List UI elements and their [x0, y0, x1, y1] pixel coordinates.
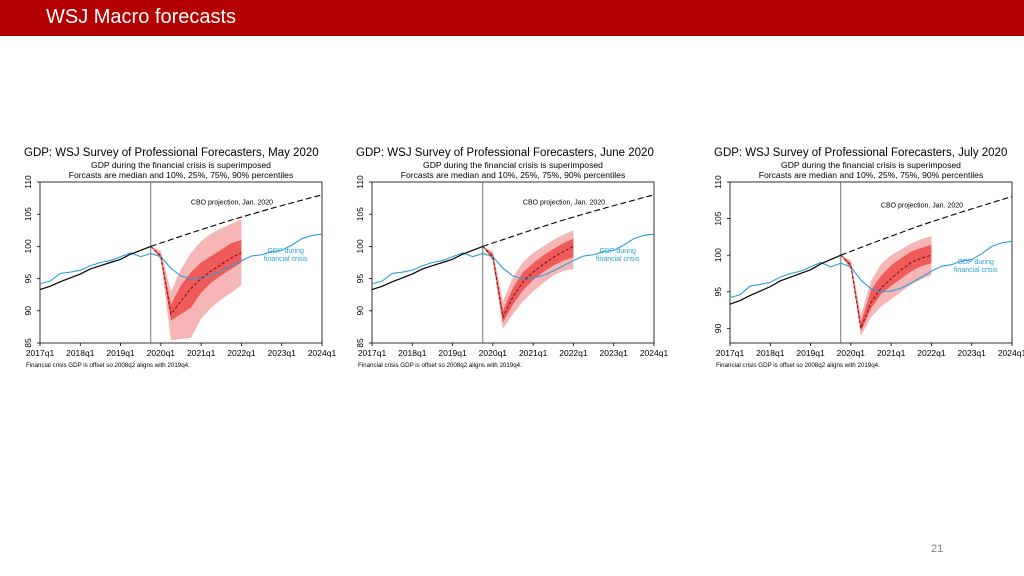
- x-tick-label: 2021q1: [187, 348, 216, 358]
- annotation-cbo: CBO projection, Jan. 2020: [881, 203, 963, 210]
- y-tick-label: 90: [23, 306, 33, 316]
- chart-panel-july: GDP: WSJ Survey of Professional Forecast…: [713, 144, 1024, 370]
- x-tick-label: 2023q1: [958, 348, 987, 358]
- series-median-forecast-line: [150, 246, 242, 316]
- y-tick-label: 100: [355, 239, 365, 253]
- series-actual-gdp-line: [729, 254, 842, 305]
- y-tick-label: 95: [23, 274, 33, 284]
- y-tick-label: 105: [23, 207, 33, 221]
- x-tick-label: 2018q1: [66, 348, 95, 358]
- x-tick-label: 2020q1: [147, 348, 176, 358]
- x-tick-label: 2022q1: [559, 348, 588, 358]
- annotation-financial-crisis: GDP during: [957, 259, 994, 266]
- x-tick-label: 2019q1: [796, 348, 825, 358]
- x-tick-label: 2020q1: [837, 348, 866, 358]
- x-tick-label: 2024q1: [998, 348, 1024, 358]
- chart-note: Financial crisis GDP is offset so 2008q2…: [716, 362, 880, 369]
- series-median-forecast-line: [840, 254, 932, 331]
- x-tick-label: 2017q1: [26, 348, 55, 358]
- y-tick-label: 110: [23, 175, 33, 189]
- y-tick-label: 110: [355, 175, 365, 189]
- y-tick-label: 105: [713, 211, 723, 225]
- chart-title: GDP: WSJ Survey of Professional Forecast…: [24, 147, 319, 159]
- x-tick-label: 2022q1: [917, 348, 946, 358]
- y-tick-label: 90: [713, 323, 723, 333]
- x-tick-label: 2023q1: [268, 348, 297, 358]
- annotation-financial-crisis: GDP during: [599, 248, 636, 255]
- band-25-75: [840, 244, 932, 332]
- chart-panel-june: GDP: WSJ Survey of Professional Forecast…: [355, 144, 668, 370]
- series-actual-gdp-line: [39, 245, 152, 291]
- y-tick-label: 100: [23, 239, 33, 253]
- chart-subtitle-line: GDP during the financial crisis is super…: [91, 160, 271, 170]
- x-tick-label: 2020q1: [479, 348, 508, 358]
- y-tick-label: 100: [713, 248, 723, 262]
- title-banner: WSJ Macro forecasts: [0, 0, 1024, 36]
- series-cbo-projection-line: [840, 196, 1013, 256]
- chart-subtitle-line: Forcasts are median and 10%, 25%, 75%, 9…: [69, 170, 294, 180]
- chart-title: GDP: WSJ Survey of Professional Forecast…: [356, 147, 654, 159]
- y-tick-label: 95: [713, 287, 723, 297]
- y-tick-label: 85: [355, 338, 365, 348]
- x-tick-label: 2017q1: [716, 348, 745, 358]
- annotation-financial-crisis: financial crisis: [954, 267, 998, 274]
- x-tick-label: 2024q1: [640, 348, 669, 358]
- plot-frame: [729, 181, 1013, 344]
- x-tick-label: 2021q1: [877, 348, 906, 358]
- x-tick-label: 2019q1: [106, 348, 135, 358]
- annotation-cbo: CBO projection, Jan. 2020: [191, 200, 273, 207]
- series-financial-crisis-line: [371, 233, 655, 285]
- annotation-financial-crisis: GDP during: [267, 248, 304, 255]
- chart-svg-july: GDP: WSJ Survey of Professional Forecast…: [713, 147, 1024, 369]
- x-tick-label: 2022q1: [227, 348, 256, 358]
- y-tick-label: 85: [23, 338, 33, 348]
- y-tick-label: 105: [355, 207, 365, 221]
- x-tick-label: 2021q1: [519, 348, 548, 358]
- annotation-financial-crisis: financial crisis: [596, 256, 640, 263]
- series-median-forecast-line: [482, 245, 574, 319]
- series-financial-crisis-line: [729, 240, 1013, 299]
- x-tick-label: 2024q1: [308, 348, 337, 358]
- chart-subtitle-line: GDP during the financial crisis is super…: [781, 160, 961, 170]
- y-tick-label: 95: [355, 274, 365, 284]
- chart-subtitle-line: GDP during the financial crisis is super…: [423, 160, 603, 170]
- annotation-financial-crisis: financial crisis: [264, 256, 308, 263]
- band-25-75: [150, 239, 242, 321]
- chart-subtitle-line: Forcasts are median and 10%, 25%, 75%, 9…: [401, 170, 626, 180]
- x-tick-label: 2019q1: [438, 348, 467, 358]
- x-tick-label: 2018q1: [756, 348, 785, 358]
- chart-title: GDP: WSJ Survey of Professional Forecast…: [714, 147, 1007, 159]
- annotation-cbo: CBO projection, Jan. 2020: [523, 200, 605, 207]
- chart-svg-june: GDP: WSJ Survey of Professional Forecast…: [355, 147, 668, 369]
- series-actual-gdp-line: [371, 245, 484, 291]
- page-number: 21: [931, 543, 944, 555]
- chart-subtitle-line: Forcasts are median and 10%, 25%, 75%, 9…: [759, 170, 984, 180]
- y-tick-label: 90: [355, 306, 365, 316]
- plot-frame: [371, 181, 655, 344]
- y-tick-label: 110: [713, 175, 723, 189]
- chart-svg-may: GDP: WSJ Survey of Professional Forecast…: [23, 147, 336, 369]
- plot-frame: [39, 181, 323, 344]
- slide-title: WSJ Macro forecasts: [46, 6, 237, 28]
- chart-panel-may: GDP: WSJ Survey of Professional Forecast…: [23, 144, 336, 370]
- x-tick-label: 2018q1: [398, 348, 427, 358]
- x-tick-label: 2023q1: [600, 348, 629, 358]
- x-tick-label: 2017q1: [358, 348, 387, 358]
- chart-note: Financial crisis GDP is offset so 2008q2…: [358, 362, 522, 369]
- series-financial-crisis-line: [39, 233, 323, 285]
- chart-note: Financial crisis GDP is offset so 2008q2…: [26, 362, 190, 369]
- band-25-75: [482, 238, 574, 323]
